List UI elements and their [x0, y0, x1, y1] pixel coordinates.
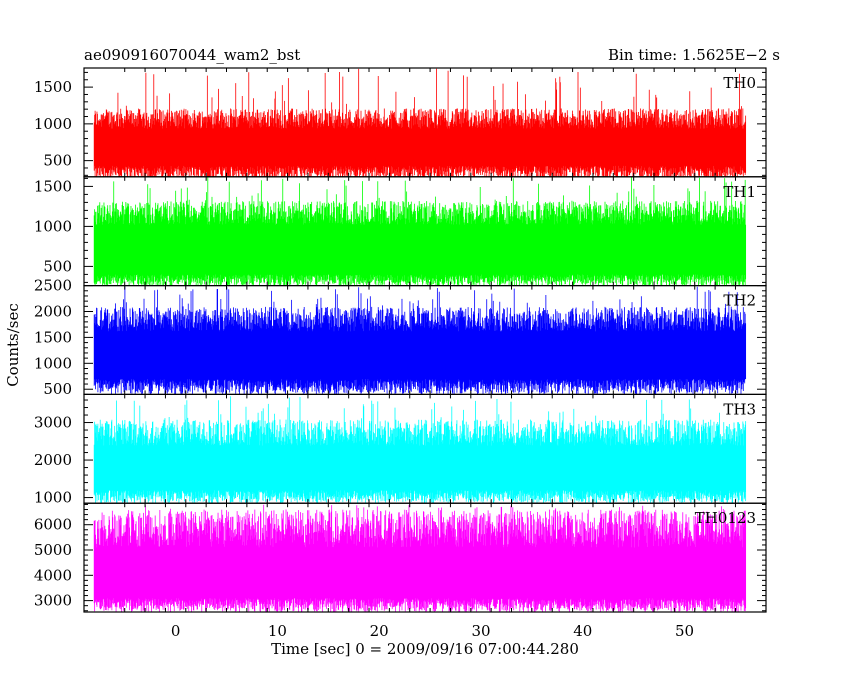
y-tick-label: 1000 [34, 115, 72, 133]
y-tick-label: 1000 [34, 354, 72, 372]
panel-label-th1: TH1 [723, 183, 756, 201]
panel-th2: 500 1000 1500 2000 2500 TH2 [34, 277, 767, 398]
series-trace-th3 [93, 396, 747, 504]
y-tick-label: 1500 [34, 78, 72, 96]
y-tick-label: 1000 [34, 489, 72, 507]
panel-label-th2: TH2 [723, 292, 756, 310]
x-tick-label: 10 [268, 622, 287, 640]
chart-title: ae090916070044_wam2_bst [84, 46, 300, 64]
series-trace-th0123 [93, 504, 747, 612]
panel-label-th0123: TH0123 [695, 509, 756, 527]
y-tick-label: 1500 [34, 177, 72, 195]
bin-time-label: Bin time: 1.5625E−2 s [608, 46, 780, 64]
series-trace-th1 [93, 177, 747, 286]
y-tick-label: 500 [43, 257, 72, 275]
panel-th1: 500 1000 1500 TH1 [34, 176, 767, 287]
panel-label-th3: TH3 [723, 400, 756, 418]
y-tick-label: 3000 [34, 414, 72, 432]
x-tick-label: 50 [675, 622, 694, 640]
panel-th3: 1000 2000 3000 TH3 [34, 393, 767, 507]
x-axis-label: Time [sec] 0 = 2009/09/16 07:00:44.280 [271, 640, 579, 658]
y-tick-label: 1000 [34, 217, 72, 235]
series-trace-th0 [93, 68, 747, 177]
panel-label-th0: TH0 [723, 74, 756, 92]
y-tick-label: 2000 [34, 451, 72, 469]
y-tick-label: 2500 [34, 277, 72, 295]
y-tick-label: 2000 [34, 303, 72, 321]
y-tick-label: 4000 [34, 566, 72, 584]
y-tick-label: 500 [43, 380, 72, 398]
y-tick-label: 6000 [34, 516, 72, 534]
x-axis: 0 10 20 30 40 50 [171, 622, 694, 640]
y-tick-label: 1500 [34, 328, 72, 346]
panels-group: 500 1000 1500 TH0 500 1000 1500 TH1 500 1000 1500 2… [34, 67, 767, 613]
panel-th0: 500 1000 1500 TH0 [34, 67, 767, 178]
panel-frame [83, 502, 767, 613]
y-axis-label: Counts/sec [4, 303, 22, 387]
y-tick-label: 5000 [34, 541, 72, 559]
y-tick-label: 3000 [34, 592, 72, 610]
y-tick-label: 500 [43, 152, 72, 170]
series-trace-th2 [93, 286, 747, 395]
x-tick-label: 40 [573, 622, 592, 640]
panel-th0123: 3000 4000 5000 6000 TH0123 [34, 502, 767, 613]
x-tick-label: 0 [171, 622, 181, 640]
x-tick-label: 30 [471, 622, 490, 640]
x-tick-label: 20 [370, 622, 389, 640]
